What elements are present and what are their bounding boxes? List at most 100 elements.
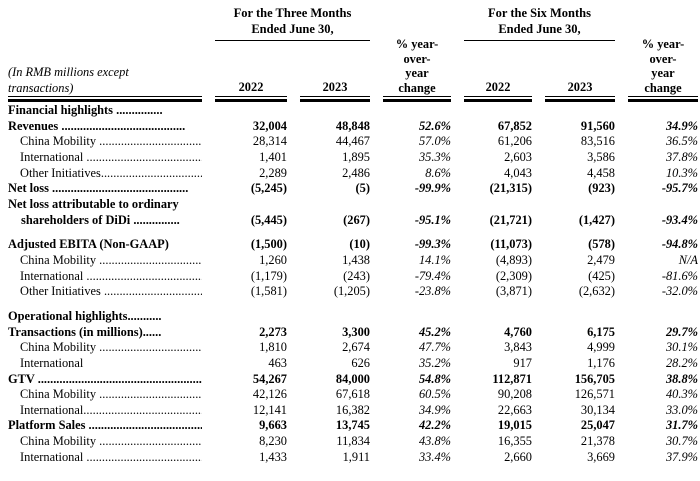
units-note-line1: (In RMB millions except <box>8 65 129 79</box>
amount-value: (2,309) <box>495 268 532 283</box>
table-row: China Mobility .........................… <box>8 340 700 356</box>
pct-change-value: 35.2% <box>418 355 451 370</box>
amount-value: 156,705 <box>574 371 615 386</box>
row-label: Net loss attributable to ordinary shareho… <box>8 197 202 228</box>
amount-value: 8,230 <box>259 434 287 449</box>
table-row: Net loss ...............................… <box>8 181 700 197</box>
amount-value: 917 <box>513 355 532 370</box>
amount-value: (923) <box>588 181 615 196</box>
pct-change-value: 34.9% <box>418 402 451 417</box>
header-rule-segment <box>383 98 451 102</box>
units-note-line2: transactions) <box>8 80 74 95</box>
row-label: International...........................… <box>20 402 202 417</box>
amount-value: 91,560 <box>580 118 615 133</box>
amount-value: 28,314 <box>252 134 287 149</box>
amount-value: (1,581) <box>250 284 287 299</box>
amount-value: 1,438 <box>342 252 370 267</box>
amount-value: 44,467 <box>335 134 370 149</box>
pct-change-value: 31.7% <box>665 418 698 433</box>
amount-value: 2,479 <box>587 252 615 267</box>
pct-change-value: -93.4% <box>661 212 698 227</box>
amount-value: 61,206 <box>497 134 532 149</box>
header-rule-segment <box>628 98 698 102</box>
header-rule <box>8 97 700 103</box>
amount-value: (3,871) <box>495 284 532 299</box>
spacer-row <box>8 228 700 237</box>
amount-value: 1,176 <box>587 355 615 370</box>
pct-change-value: 33.0% <box>665 402 698 417</box>
row-label: China Mobility .........................… <box>20 340 202 355</box>
amount-value: (1,500) <box>250 237 287 252</box>
table-row: Other Initiatives.......................… <box>8 166 700 182</box>
amount-value: 2,674 <box>342 340 370 355</box>
header-rule-segment <box>215 98 287 102</box>
col-header-pct-change-six-months: % year- over- year change <box>628 37 698 97</box>
spacer-row <box>8 300 700 309</box>
pct-change-value: 33.4% <box>418 449 451 464</box>
table-row: Operational highlights........... <box>8 309 700 325</box>
header-rule-segment <box>8 98 202 102</box>
amount-value: 1,433 <box>259 449 287 464</box>
header-rule-segment <box>545 98 615 102</box>
amount-value: (578) <box>588 237 615 252</box>
table-body: Financial highlights ............... Reve… <box>8 103 700 465</box>
pct-change-value: 34.9% <box>665 118 698 133</box>
col-group-three-months: For the Three Months Ended June 30, <box>215 5 370 41</box>
pct-change-value: -81.6% <box>661 268 698 283</box>
amount-value: 19,015 <box>497 418 532 433</box>
row-label: Financial highlights ............... <box>8 103 163 117</box>
col-header-2023-three-months: 2023 <box>300 80 370 97</box>
pct-change-value: -23.8% <box>414 284 451 299</box>
table-row: China Mobility .........................… <box>8 253 700 269</box>
pct-change-value: 30.1% <box>665 340 698 355</box>
amount-value: (1,427) <box>578 212 615 227</box>
pct-change-value: 36.5% <box>665 134 698 149</box>
amount-value: 83,516 <box>580 134 615 149</box>
pct-change-value: 30.7% <box>665 434 698 449</box>
col-group-three-months-line2: Ended June 30, <box>251 22 334 36</box>
amount-value: 626 <box>351 355 370 370</box>
amount-value: (5,445) <box>250 212 287 227</box>
amount-value: 11,834 <box>336 434 370 449</box>
table-header: (In RMB millions except transactions) Fo… <box>8 5 700 97</box>
amount-value: 48,848 <box>335 118 370 133</box>
amount-value: 32,004 <box>252 118 287 133</box>
row-label: International ..........................… <box>20 149 202 164</box>
pct-change-value: 60.5% <box>418 387 451 402</box>
amount-value: (21,315) <box>489 181 532 196</box>
pct-change-value: 40.3% <box>665 387 698 402</box>
pct-change-value: -99.3% <box>414 237 451 252</box>
amount-value: 3,843 <box>504 340 532 355</box>
amount-value: 67,852 <box>497 118 532 133</box>
table-row: China Mobility .........................… <box>8 387 700 403</box>
amount-value: 21,378 <box>580 434 615 449</box>
amount-value: 2,289 <box>259 165 287 180</box>
amount-value: 126,571 <box>574 387 615 402</box>
pct-change-value: -95.1% <box>414 212 451 227</box>
pct-change-value: 37.9% <box>665 449 698 464</box>
table-row: GTV ....................................… <box>8 372 700 388</box>
amount-value: 4,760 <box>504 324 532 339</box>
amount-value: (1,205) <box>333 284 370 299</box>
amount-value: (5,245) <box>250 181 287 196</box>
amount-value: (5) <box>355 181 370 196</box>
amount-value: 2,273 <box>259 324 287 339</box>
pct-change-value: 35.3% <box>418 149 451 164</box>
amount-value: (1,179) <box>250 268 287 283</box>
amount-value: (425) <box>588 268 615 283</box>
row-label: Other Initiatives ......................… <box>20 284 202 299</box>
amount-value: 4,458 <box>587 165 615 180</box>
table-row: Net loss attributable to ordinary shareho… <box>8 197 700 228</box>
col-group-six-months: For the Six Months Ended June 30, <box>464 5 615 41</box>
table-row: International...........................… <box>8 403 700 419</box>
header-rule-segment <box>300 98 370 102</box>
pct-change-value: 28.2% <box>665 355 698 370</box>
amount-value: 16,382 <box>335 402 370 417</box>
pct-change-value: 38.8% <box>665 371 698 386</box>
row-label: Revenues ...............................… <box>8 118 186 133</box>
pct-change-value: 8.6% <box>425 165 451 180</box>
row-label: Transactions (in millions)...... <box>8 324 162 339</box>
table-row: Platform Sales .........................… <box>8 418 700 434</box>
pct-change-value: 57.0% <box>418 134 451 149</box>
